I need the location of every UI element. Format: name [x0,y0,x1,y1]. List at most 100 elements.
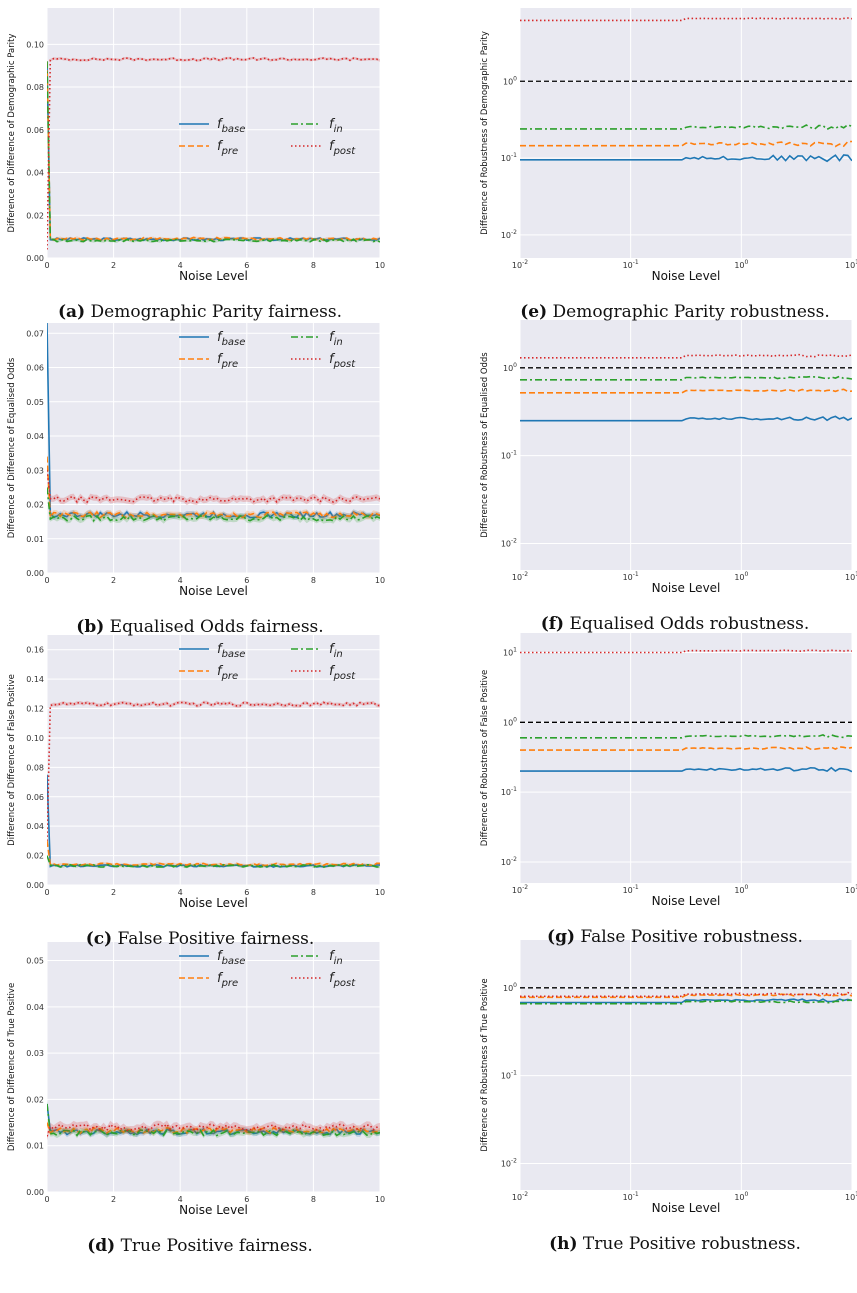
x-tick-label: 101 [845,1191,857,1202]
caption-c: (c) False Positive fairness. [86,929,315,949]
legend: fbase fin fpre fpost [179,642,356,682]
legend-label-base: fbase [217,117,245,135]
y-tick-label: 0.00 [26,881,44,890]
x-tick-label: 10 [375,1195,385,1204]
series-line-pre [47,456,380,520]
caption-a: (a) Demographic Parity fairness. [58,302,342,322]
series-line-pre [520,388,852,394]
y-tick-label: 0.06 [26,793,44,802]
legend-label-in: fin [329,949,343,967]
series-line-pre [47,1122,380,1135]
x-axis-label: Noise Level [179,896,248,910]
x-tick-label: 0 [44,261,49,270]
caption-letter: (c) [85,929,113,949]
y-tick-label: 0.02 [26,501,44,510]
x-axis-label: Noise Level [652,269,721,283]
y-tick-label: 100 [503,362,517,373]
legend-label-in: fin [329,330,343,348]
y-tick-label: 0.04 [26,822,44,831]
plot-area [520,8,852,258]
x-axis-label: Noise Level [179,269,248,283]
x-tick-label: 100 [734,884,748,895]
legend-label-pre: fpre [217,664,238,682]
x-tick-label: 4 [178,261,183,270]
x-axis-label: Noise Level [652,1201,721,1215]
x-tick-label: 10-1 [623,884,639,895]
x-tick-label: 101 [845,259,857,270]
y-tick-label: 101 [503,646,517,657]
x-tick-label: 6 [244,261,249,270]
series-line-base [520,415,852,422]
legend-label-pre: fpre [217,971,238,989]
y-axis-label: Difference of Difference of Equalised Od… [7,357,17,538]
series-line-post [520,649,852,654]
y-tick-label: 0.00 [26,569,44,578]
y-tick-label: 0.08 [26,83,44,92]
legend-label-pre: fpre [217,139,238,157]
legend: fbase fin fpre fpost [179,117,356,157]
caption-b: (b) Equalised Odds fairness. [76,617,323,637]
caption-letter: (b) [76,617,105,637]
x-tick-label: 2 [111,888,116,897]
legend-label-base: fbase [217,330,245,348]
series-line-post [47,470,380,504]
y-tick-label: 0.07 [26,329,44,338]
series-line-in [47,487,380,523]
y-axis-label: Difference of Robustness of Demographic … [480,31,490,235]
x-tick-label: 6 [244,1195,249,1204]
x-tick-label: 8 [311,261,316,270]
x-tick-label: 6 [244,888,249,897]
caption-h: (h) True Positive robustness. [549,1234,801,1254]
legend-label-post: fpost [329,352,356,370]
series-line-in [520,734,852,739]
series-line-pre [47,840,380,867]
y-axis-label: Difference of Difference of True Positiv… [7,983,17,1151]
legend-label-pre: fpre [217,352,238,370]
y-tick-label: 0.06 [26,364,44,373]
x-tick-label: 8 [311,576,316,585]
y-tick-label: 10-2 [501,229,517,240]
series-group [520,17,852,163]
confidence-band-in [47,854,380,869]
series-group [520,649,852,773]
series-group [520,353,852,422]
legend-label-in: fin [329,117,343,135]
x-axis-label: Noise Level [179,584,248,598]
series-line-base [520,766,852,773]
y-axis-label: Difference of Difference of False Positi… [7,674,17,846]
y-tick-label: 0.10 [26,734,44,743]
y-tick-label: 0.05 [26,957,44,966]
y-tick-label: 10-1 [501,786,517,797]
x-tick-label: 8 [311,888,316,897]
caption-text: False Positive fairness. [112,929,315,949]
plot-area [47,8,380,258]
confidence-band-in [47,484,380,524]
series-line-in [520,123,852,131]
caption-letter: (g) [547,927,576,947]
caption-text: Equalised Odds robustness. [564,614,810,634]
y-tick-label: 0.01 [26,1142,44,1151]
y-tick-label: 0.04 [26,169,44,178]
y-tick-label: 10-2 [501,1158,517,1169]
series-line-post [47,701,380,841]
caption-letter: (f) [540,614,565,634]
series-line-pre [520,746,852,751]
y-tick-label: 0.04 [26,432,44,441]
series-line-base [520,998,852,1004]
legend-label-post: fpost [329,971,356,989]
x-tick-label: 10-1 [623,571,639,582]
y-tick-label: 0.02 [26,1095,44,1104]
x-tick-label: 100 [734,1191,748,1202]
x-tick-label: 10-1 [623,1191,639,1202]
y-tick-label: 0.04 [26,1003,44,1012]
series-line-pre [520,993,852,999]
caption-g: (g) False Positive robustness. [547,927,803,947]
caption-text: False Positive robustness. [575,927,803,947]
y-axis-label: Difference of Difference of Demographic … [7,34,17,233]
plot-area [520,940,852,1190]
legend-label-post: fpost [329,139,356,157]
y-axis-label: Difference of Robustness of Equalised Od… [480,352,490,538]
plot-area [47,635,380,885]
caption-letter: (a) [58,302,86,322]
confidence-band-in [47,1101,380,1139]
